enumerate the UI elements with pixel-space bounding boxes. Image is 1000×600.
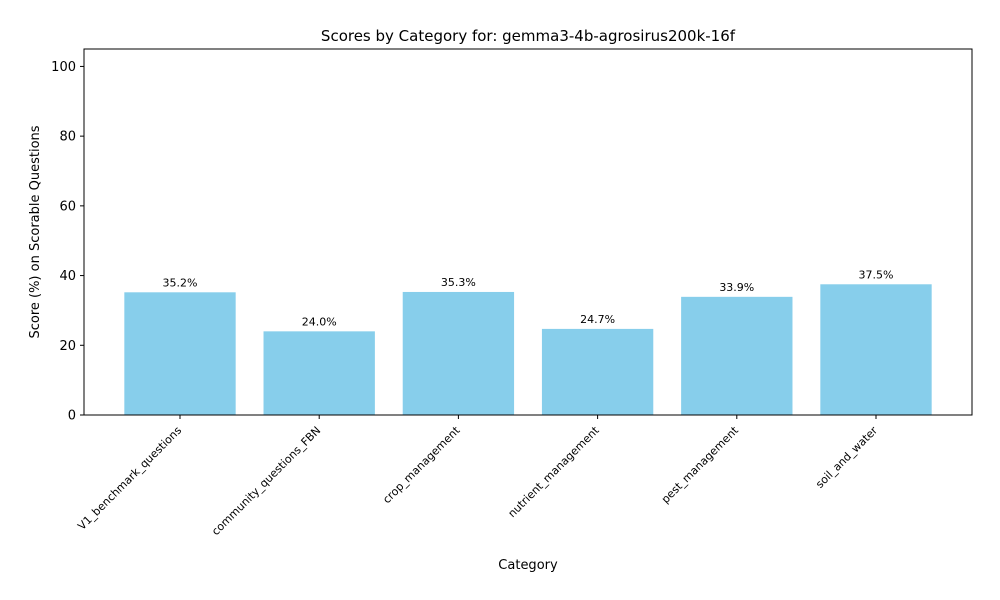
x-tick-label-soil_and_water: soil_and_water	[813, 424, 880, 491]
data-label-V1_benchmark_questions: 35.2%	[163, 276, 198, 289]
data-label-pest_management: 33.9%	[719, 281, 754, 294]
chart-title: Scores by Category for: gemma3-4b-agrosi…	[321, 27, 736, 45]
y-tick-label: 60	[59, 199, 76, 214]
data-label-nutrient_management: 24.7%	[580, 313, 615, 326]
bar-crop_management	[402, 291, 515, 415]
x-axis-ticks: V1_benchmark_questions community_question…	[75, 415, 880, 538]
bars	[124, 284, 932, 415]
y-axis-ticks: 0 20 40 60 80 100	[51, 60, 84, 424]
x-axis-label: Category	[498, 558, 558, 573]
bar-soil_and_water	[820, 284, 932, 415]
x-tick-label-community_questions_FBN: community_questions_FBN	[209, 424, 323, 538]
x-tick-label-crop_management: crop_management	[380, 423, 463, 506]
data-label-community_questions_FBN: 24.0%	[302, 315, 337, 328]
x-tick-label-V1_benchmark_questions: V1_benchmark_questions	[75, 424, 184, 533]
bar-V1_benchmark_questions	[124, 292, 236, 415]
y-tick-label: 0	[68, 409, 76, 424]
bar-community_questions_FBN	[263, 331, 375, 415]
x-tick-label-pest_management: pest_management	[659, 423, 741, 505]
bar-nutrient_management	[541, 328, 654, 415]
data-labels: 35.2% 24.0% 35.3% 24.7% 33.9% 37.5%	[163, 268, 894, 328]
data-label-soil_and_water: 37.5%	[859, 268, 894, 281]
y-axis-label: Score (%) on Scorable Questions	[28, 125, 43, 338]
plot-frame	[83, 48, 973, 416]
y-tick-label: 40	[59, 269, 76, 284]
data-label-crop_management: 35.3%	[441, 276, 476, 289]
y-tick-label: 100	[51, 60, 76, 75]
y-tick-label: 80	[59, 130, 76, 145]
bar-pest_management	[681, 296, 793, 415]
x-tick-label-nutrient_management: nutrient_management	[505, 423, 602, 520]
y-tick-label: 20	[59, 339, 76, 354]
